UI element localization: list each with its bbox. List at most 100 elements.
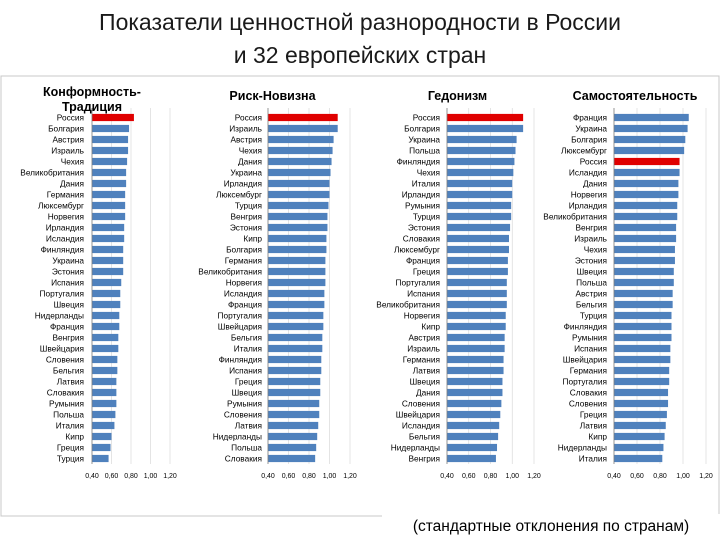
bar-country (614, 454, 663, 463)
category-label: Румыния (405, 201, 440, 211)
x-tick-label: 1,20 (163, 473, 177, 480)
bar-country (447, 212, 512, 221)
category-label: Австрия (52, 135, 84, 145)
category-label: Исландия (402, 421, 440, 431)
x-tick-label: 0,60 (105, 473, 119, 480)
bar-country (92, 212, 126, 221)
bar-country (614, 388, 669, 397)
category-label: Израиль (574, 234, 607, 244)
bar-country (268, 300, 325, 309)
x-tick-label: 0,80 (484, 473, 498, 480)
bar-country (614, 113, 689, 122)
category-label: Португалия (396, 278, 440, 288)
category-label: Россия (235, 113, 262, 123)
bar-country (614, 256, 675, 265)
bar-country (92, 267, 124, 276)
category-label: Эстония (230, 223, 262, 233)
bar-country (268, 344, 323, 353)
bar-country (447, 443, 498, 452)
category-label: Ирландия (569, 201, 607, 211)
bar-russia (92, 113, 134, 122)
category-label: Великобритания (376, 300, 440, 310)
category-label: Греция (57, 443, 84, 453)
x-tick-label: 0,80 (653, 473, 667, 480)
bar-country (614, 146, 685, 155)
category-label: Болгария (571, 135, 607, 145)
bar-country (447, 300, 507, 309)
category-label: Польша (53, 410, 84, 420)
category-label: Румыния (227, 399, 262, 409)
bar-country (614, 190, 679, 199)
category-label: Нидерланды (35, 311, 84, 321)
bar-country (92, 388, 117, 397)
category-label: Швейцария (40, 344, 84, 354)
x-tick-label: 1,00 (676, 473, 690, 480)
category-label: Ирландия (46, 223, 84, 233)
bar-country (268, 212, 328, 221)
category-label: Бельгия (53, 366, 84, 376)
bar-country (614, 421, 666, 430)
x-tick-label: 0,60 (282, 473, 296, 480)
category-label: Дания (238, 157, 262, 167)
bar-country (447, 355, 504, 364)
category-label: Эстония (52, 267, 84, 277)
bar-country (92, 333, 119, 342)
category-label: Нидерланды (391, 443, 440, 453)
bar-country (447, 168, 514, 177)
category-label: Великобритания (543, 212, 607, 222)
category-label: Венгрия (53, 333, 85, 343)
bar-country (268, 157, 332, 166)
category-label: Финляндия (397, 157, 440, 167)
category-label: Словения (224, 410, 262, 420)
bar-country (614, 322, 672, 331)
bar-country (614, 267, 674, 276)
category-label: Исландия (224, 289, 262, 299)
category-label: Эстония (408, 223, 440, 233)
bar-country (614, 300, 673, 309)
bar-country (447, 223, 511, 232)
category-label: Испания (229, 366, 262, 376)
category-label: Польша (576, 278, 607, 288)
bar-country (614, 344, 671, 353)
category-label: Франция (406, 256, 440, 266)
category-label: Нидерланды (558, 443, 607, 453)
chart-title-line: Самостоятельность (573, 89, 698, 103)
category-label: Бельгия (409, 432, 440, 442)
bar-country (447, 256, 508, 265)
category-label: Ирландия (224, 179, 262, 189)
chart-3: Гедонизм РоссияБолгарияУкраинаПольшаФинля… (376, 89, 541, 480)
bar-country (268, 366, 322, 375)
category-label: Норвегия (226, 278, 262, 288)
bar-country (92, 278, 122, 287)
category-label: Испания (574, 344, 607, 354)
category-label: Германия (403, 355, 440, 365)
bar-country (614, 289, 673, 298)
bar-country (614, 278, 674, 287)
x-tick-label: 0,40 (261, 473, 275, 480)
bar-country (92, 366, 118, 375)
category-label: Бельгия (576, 300, 607, 310)
category-label: Италия (56, 421, 84, 431)
category-label: Словения (569, 399, 607, 409)
bar-country (614, 355, 671, 364)
bar-country (447, 146, 516, 155)
x-tick-label: 0,80 (124, 473, 138, 480)
bar-country (447, 344, 505, 353)
bar-country (268, 267, 326, 276)
bar-country (614, 366, 670, 375)
bar-country (614, 377, 670, 386)
chart-4: СамостоятельностьФранцияУкраинаБолгарияЛ… (543, 89, 713, 480)
category-label: Испания (51, 278, 84, 288)
category-label: Турция (235, 201, 262, 211)
category-label: Австрия (408, 333, 440, 343)
category-label: Словения (46, 355, 84, 365)
category-label: Швеция (410, 377, 440, 387)
category-label: Испания (407, 289, 440, 299)
category-label: Словакия (47, 388, 84, 398)
bar-country (268, 377, 321, 386)
category-label: Нидерланды (213, 432, 262, 442)
category-label: Турция (57, 454, 84, 464)
bar-country (268, 256, 326, 265)
bar-country (92, 201, 126, 210)
bar-country (614, 234, 677, 243)
